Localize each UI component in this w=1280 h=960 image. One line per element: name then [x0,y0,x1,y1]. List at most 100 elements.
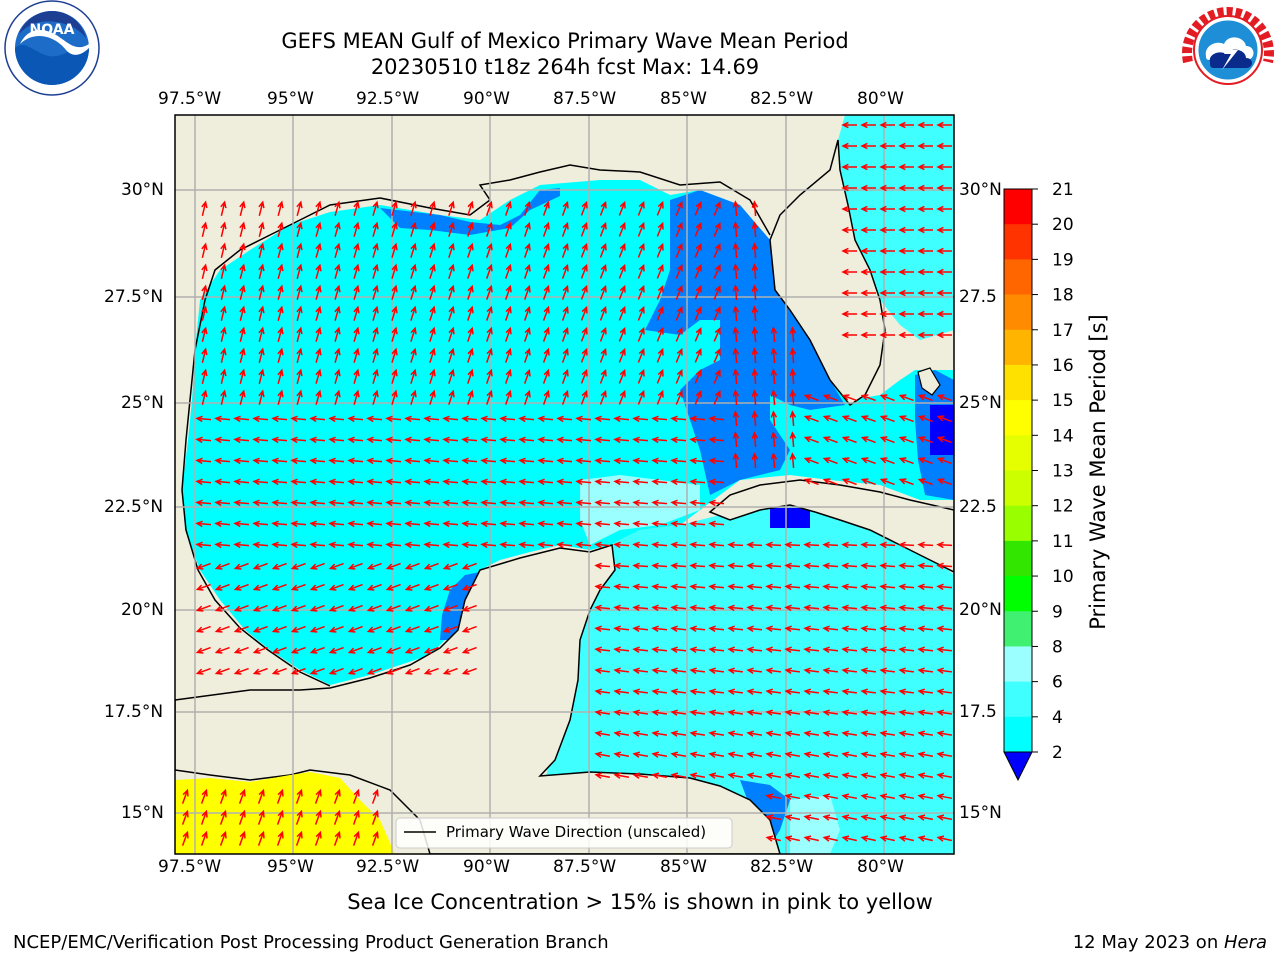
wave-arrow [656,221,664,237]
wave-arrow [504,242,512,258]
wave-arrow [309,436,326,444]
wave-arrow [708,520,725,528]
wave-arrow [656,347,664,363]
wave-arrow [499,415,516,423]
wave-arrow [879,583,896,591]
wave-arrow [917,814,934,821]
wave-arrow [214,667,230,675]
wave-arrow [713,348,721,363]
colorbar-segment [1004,189,1032,225]
colorbar-tick-label: 13 [1052,462,1074,482]
noaa-logo: NOAA [0,0,104,100]
lon-label-top: 95°W [267,89,314,109]
wave-arrow [391,284,398,300]
wave-arrow [727,646,744,654]
wave-arrow [448,263,455,279]
noaa-logo-text: NOAA [30,22,75,38]
wave-arrow [675,326,683,342]
wave-arrow [542,326,550,342]
wave-arrow [485,221,493,237]
wave-arrow [841,541,858,549]
wave-arrow [233,520,250,528]
wave-arrow [727,709,744,716]
wave-arrow [936,310,952,318]
wave-arrow [917,331,933,339]
wave-arrow [523,242,531,258]
wave-arrow [713,264,721,279]
wave-arrow [784,667,800,675]
wave-arrow [822,583,839,591]
wave-arrow [789,368,797,385]
wave-arrow [708,478,725,486]
wave-arrow [936,583,953,591]
wave-arrow [258,263,265,279]
wave-arrow [613,730,630,737]
wave-arrow [860,625,877,633]
wave-arrow [328,646,344,654]
colorbar-extension [1003,751,1033,782]
wave-arrow [765,604,782,612]
wave-arrow [423,415,440,423]
wave-arrow [556,499,573,507]
wave-arrow [599,305,607,321]
wave-arrow [333,809,341,825]
wave-arrow [670,583,687,591]
wave-arrow [290,625,306,633]
wave-arrow [618,347,626,363]
wave-arrow [599,326,607,342]
wave-arrow [485,389,493,405]
wave-arrow [523,326,531,342]
wave-arrow [841,793,858,800]
wave-arrow [391,200,398,216]
wave-arrow [372,242,379,258]
wave-arrow [423,625,439,633]
wave-arrow [917,583,934,591]
wave-arrow [917,751,934,758]
wave-arrow [637,200,645,216]
wave-arrow [429,326,436,342]
wave-arrow [537,541,554,549]
wave-arrow [448,221,455,237]
wave-arrow [353,347,360,363]
wave-arrow [442,457,459,465]
wave-arrow [334,347,341,363]
wave-arrow [803,835,819,842]
wave-arrow [651,499,668,507]
wave-arrow [860,541,877,549]
wave-arrow [727,751,744,758]
wave-arrow [296,242,303,258]
wave-arrow [195,646,211,654]
wave-arrow [694,285,702,300]
wave-arrow [898,310,914,318]
wave-arrow [770,452,778,469]
wave-arrow [372,389,379,405]
wave-arrow [372,347,379,363]
wave-arrow [461,457,478,465]
wave-arrow [936,247,952,255]
wave-arrow [201,389,208,405]
wave-arrow [632,625,649,633]
wave-arrow [618,284,626,300]
wave-arrow [385,646,401,654]
wave-arrow [860,163,876,171]
wave-arrow [632,688,648,696]
wave-arrow [860,604,877,612]
wave-arrow [214,436,231,444]
colorbar-tick-label: 6 [1052,673,1063,693]
wave-arrow [366,478,383,486]
wave-arrow [220,347,227,363]
legend-label: Primary Wave Direction (unscaled) [446,823,706,841]
wave-arrow [461,499,478,507]
wave-arrow [860,226,876,234]
wave-arrow [694,243,702,258]
caribbean-water [545,505,954,854]
wave-arrow [347,667,363,675]
wave-arrow [936,562,953,570]
wave-arrow [372,326,379,342]
caribbean-teal-south [790,795,840,854]
wave-arrow [233,436,250,444]
wave-arrow [917,394,933,402]
wave-arrow [860,142,876,150]
wave-arrow [315,389,322,405]
wave-arrow [670,562,687,570]
